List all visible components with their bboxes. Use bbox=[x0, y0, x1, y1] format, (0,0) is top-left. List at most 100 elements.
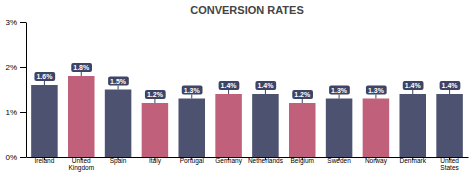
data-label-box bbox=[366, 86, 387, 95]
y-tick-label: 3% bbox=[5, 18, 17, 27]
x-tick: Italy bbox=[149, 157, 162, 165]
data-label-connector bbox=[412, 90, 413, 94]
data-label-text: 1.2% bbox=[147, 91, 164, 98]
data-label-box bbox=[329, 86, 350, 95]
x-tick: Portugal bbox=[180, 157, 205, 165]
data-label-text: 1.4% bbox=[221, 82, 238, 89]
x-tick: Norway bbox=[365, 157, 388, 165]
data-label-box bbox=[145, 90, 166, 99]
x-tick: Sweden bbox=[327, 157, 351, 164]
x-tick-label-line: Kingdom bbox=[68, 164, 94, 172]
bars bbox=[31, 76, 463, 157]
x-tick-label: Denmark bbox=[400, 157, 427, 164]
y-tick-label: 1% bbox=[5, 108, 17, 117]
y-tick-mark bbox=[20, 157, 26, 158]
y-tick: 1% bbox=[5, 108, 26, 117]
x-tick-label-line: Sweden bbox=[327, 157, 351, 164]
x-tick-label-line: United bbox=[72, 157, 91, 164]
bar bbox=[252, 94, 279, 157]
y-tick-label: 0% bbox=[5, 153, 17, 162]
data-label: 1.2% bbox=[292, 90, 313, 103]
data-label-text: 1.3% bbox=[331, 87, 348, 94]
data-label-connector bbox=[339, 95, 340, 99]
data-label-text: 1.8% bbox=[73, 64, 90, 71]
x-tick-label-line: United bbox=[440, 157, 459, 164]
bar bbox=[363, 99, 390, 158]
chart: 0%1%2%3%IrelandUnitedKingdomSpainItalyPo… bbox=[0, 0, 474, 181]
bar bbox=[289, 103, 316, 157]
data-label: 1.6% bbox=[34, 72, 55, 85]
x-tick-label-line: Spain bbox=[110, 157, 127, 165]
data-label: 1.4% bbox=[403, 81, 424, 94]
data-label-box bbox=[440, 81, 461, 90]
data-label-box bbox=[71, 63, 92, 72]
data-label-connector bbox=[375, 95, 376, 99]
data-label-box bbox=[403, 81, 424, 90]
data-labels: 1.6% 1.8% 1.5% 1.2% 1.3% 1.4% 1.4% 1.2% 1.3% 1.3%… bbox=[34, 63, 460, 103]
y-tick: 3% bbox=[5, 18, 26, 27]
x-tick-label: UnitedKingdom bbox=[68, 157, 94, 172]
bar bbox=[215, 94, 242, 157]
data-label-text: 1.4% bbox=[257, 82, 274, 89]
x-tick: Germany bbox=[215, 157, 242, 165]
data-label: 1.2% bbox=[145, 90, 166, 103]
x-tick-label-line: Italy bbox=[149, 157, 162, 165]
bar bbox=[68, 76, 95, 157]
data-label-connector bbox=[265, 90, 266, 94]
data-label-box bbox=[182, 86, 203, 95]
data-label-connector bbox=[118, 86, 119, 90]
data-label: 1.3% bbox=[182, 86, 203, 99]
data-label: 1.3% bbox=[366, 86, 387, 99]
x-tick-label: Germany bbox=[215, 157, 242, 165]
x-tick-label: Netherlands bbox=[248, 157, 284, 164]
y-axis-line bbox=[26, 23, 27, 158]
x-tick: UnitedStates bbox=[440, 157, 459, 171]
y-axis: 0% 1% 2% 3% bbox=[5, 18, 26, 162]
y-tick-label: 2% bbox=[5, 63, 17, 72]
x-axis: IrelandUnitedKingdomSpainItalyPortugalGe… bbox=[27, 157, 469, 172]
data-label: 1.4% bbox=[219, 81, 240, 94]
data-label-text: 1.4% bbox=[442, 82, 459, 89]
x-tick-label: Spain bbox=[110, 157, 127, 165]
x-tick-label-line: Netherlands bbox=[248, 157, 284, 164]
data-label-text: 1.3% bbox=[184, 87, 201, 94]
data-label-text: 1.5% bbox=[110, 78, 127, 85]
data-label: 1.4% bbox=[255, 81, 276, 94]
y-tick-mark bbox=[20, 112, 26, 113]
x-tick: Belgium bbox=[291, 157, 314, 165]
bar bbox=[326, 99, 353, 158]
x-tick: UnitedKingdom bbox=[68, 157, 94, 172]
data-label-connector bbox=[449, 90, 450, 94]
x-tick-label-line: Portugal bbox=[180, 157, 205, 165]
x-tick-label-line: Denmark bbox=[400, 157, 427, 164]
data-label-connector bbox=[81, 72, 82, 76]
data-label-box bbox=[292, 90, 313, 99]
bar bbox=[178, 99, 205, 158]
x-tick-label: Portugal bbox=[180, 157, 205, 165]
x-tick-label-line: Ireland bbox=[34, 157, 54, 164]
x-tick-label-line: Norway bbox=[365, 157, 388, 165]
data-label: 1.3% bbox=[329, 86, 350, 99]
data-label: 1.8% bbox=[71, 63, 92, 76]
bar bbox=[142, 103, 169, 157]
bar bbox=[105, 90, 132, 158]
y-tick: 2% bbox=[5, 63, 26, 72]
title: CONVERSION RATES bbox=[190, 4, 303, 16]
x-tick-label: Ireland bbox=[34, 157, 54, 164]
data-label-box bbox=[108, 77, 129, 86]
x-tick-label: Norway bbox=[365, 157, 388, 165]
data-label-text: 1.2% bbox=[294, 91, 311, 98]
data-label-text: 1.6% bbox=[36, 73, 53, 80]
data-label-box bbox=[34, 72, 55, 81]
data-label-connector bbox=[44, 81, 45, 85]
data-label-box bbox=[219, 81, 240, 90]
bar bbox=[399, 94, 426, 157]
data-label-text: 1.3% bbox=[368, 87, 385, 94]
data-label-connector bbox=[154, 99, 155, 103]
y-tick-mark bbox=[20, 22, 26, 23]
x-tick: Spain bbox=[110, 157, 127, 165]
bar bbox=[436, 94, 463, 157]
data-label-text: 1.4% bbox=[405, 82, 422, 89]
data-label: 1.4% bbox=[440, 81, 461, 94]
data-label: 1.5% bbox=[108, 77, 129, 90]
